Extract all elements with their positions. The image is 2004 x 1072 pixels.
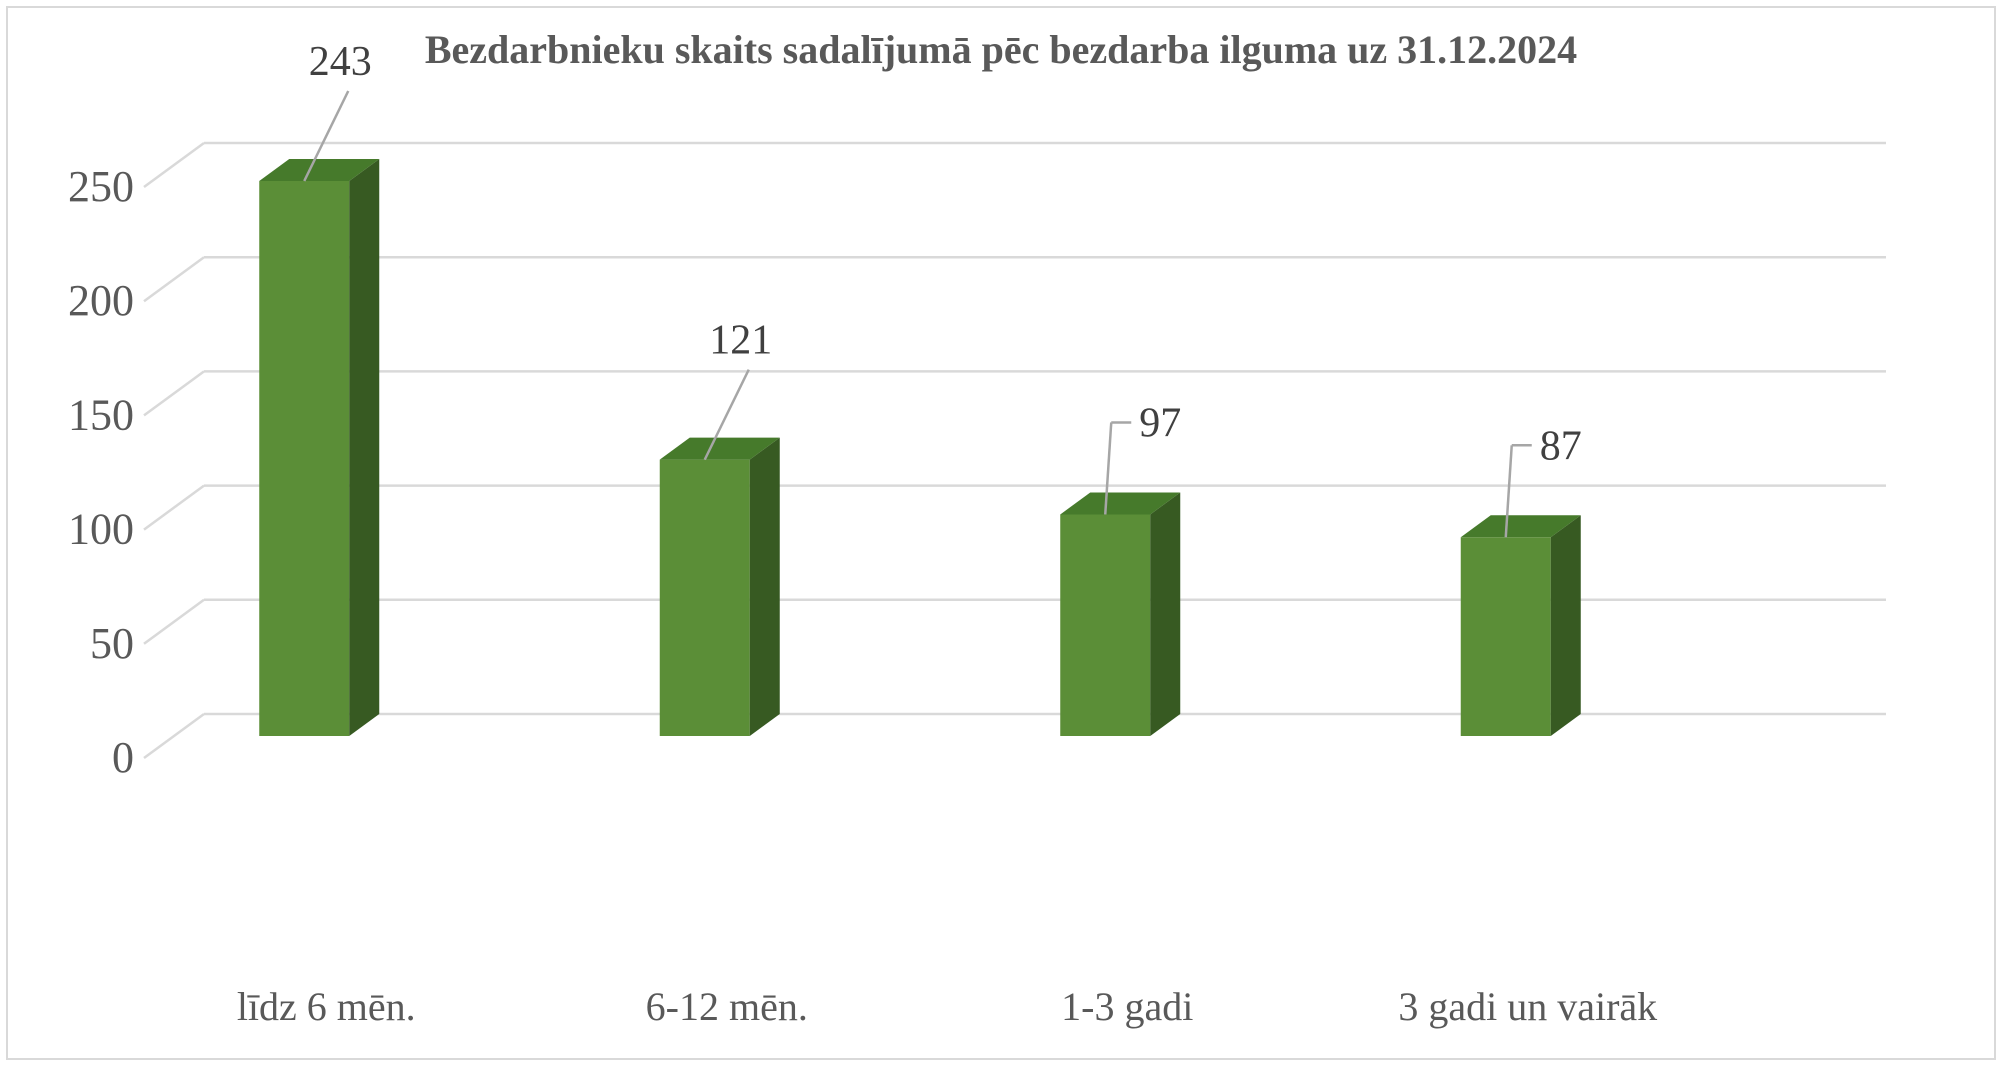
data-label: 121 bbox=[709, 318, 772, 364]
y-tick-label: 250 bbox=[68, 162, 134, 211]
y-tick-label: 150 bbox=[68, 390, 134, 439]
gridline-side bbox=[143, 598, 205, 645]
bar-side bbox=[349, 158, 380, 736]
leader-line bbox=[303, 90, 350, 182]
bar-side bbox=[1150, 492, 1181, 736]
chart-plot-area: 0 50 100 150 200 250 līdz 6 mēn. 243 6-12 mēn. 12… bbox=[68, 39, 1886, 1029]
gridline-side bbox=[143, 370, 205, 417]
gridline-side bbox=[143, 141, 205, 189]
leader-line bbox=[703, 369, 750, 461]
bar bbox=[1060, 514, 1151, 736]
bar-top bbox=[659, 437, 780, 460]
y-tick-label: 50 bbox=[90, 619, 134, 668]
bar bbox=[259, 180, 350, 736]
data-label: 97 bbox=[1139, 400, 1181, 446]
bar-side bbox=[1550, 515, 1581, 736]
y-tick-label: 0 bbox=[112, 733, 134, 782]
x-tick-label: 3 gadi un vairāk bbox=[1398, 984, 1657, 1029]
bar bbox=[659, 459, 750, 736]
leader-line bbox=[1504, 445, 1513, 538]
chart-frame: Bezdarbnieku skaits sadalījumā pēc bezda… bbox=[6, 6, 1996, 1060]
y-tick-label: 100 bbox=[68, 505, 134, 554]
x-tick-label: 1-3 gadi bbox=[1061, 984, 1193, 1029]
bar-top bbox=[259, 158, 380, 181]
y-tick-label: 200 bbox=[68, 276, 134, 325]
x-tick-label: 6-12 mēn. bbox=[646, 984, 808, 1029]
gridline-side bbox=[143, 484, 205, 531]
bar-top bbox=[1060, 492, 1181, 515]
leader-line bbox=[1104, 422, 1113, 515]
gridline-side bbox=[143, 256, 205, 303]
data-label: 243 bbox=[309, 39, 372, 85]
gridline-side bbox=[143, 712, 205, 760]
bar bbox=[1460, 537, 1551, 736]
bar-side bbox=[749, 437, 780, 736]
chart-title: Bezdarbnieku skaits sadalījumā pēc bezda… bbox=[424, 27, 1578, 72]
bar-top bbox=[1460, 515, 1581, 538]
x-tick-label: līdz 6 mēn. bbox=[237, 984, 416, 1029]
data-label: 87 bbox=[1540, 423, 1582, 469]
